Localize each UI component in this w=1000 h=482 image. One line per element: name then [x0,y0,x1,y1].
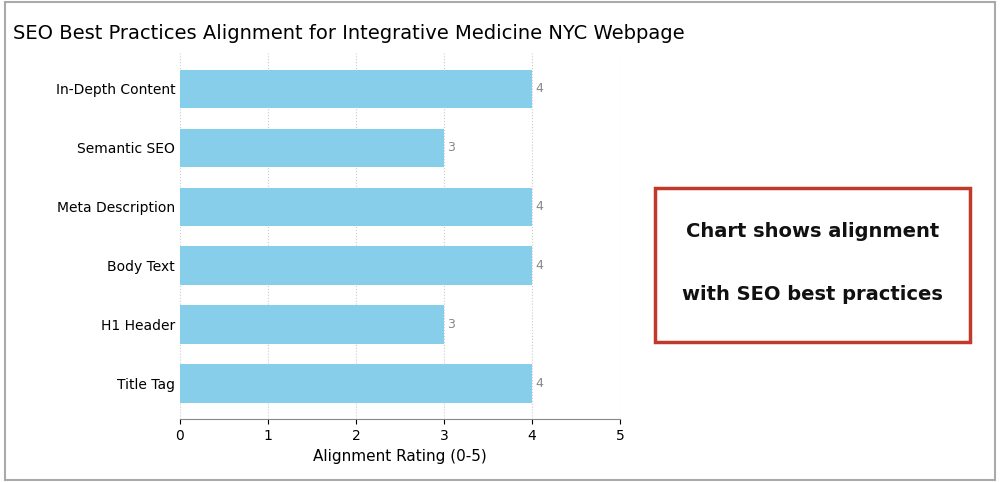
Bar [180,364,532,402]
Bar [180,129,444,167]
Text: 4: 4 [536,82,543,95]
Text: 4: 4 [536,259,543,272]
Text: 3: 3 [448,318,455,331]
Bar [180,306,444,344]
Text: SEO Best Practices Alignment for Integrative Medicine NYC Webpage: SEO Best Practices Alignment for Integra… [13,24,684,43]
Text: 3: 3 [448,141,455,154]
Bar [180,246,532,285]
Text: 4: 4 [536,377,543,390]
Bar [180,187,532,226]
Text: Chart shows alignment: Chart shows alignment [686,222,939,241]
Bar [180,70,532,108]
X-axis label: Alignment Rating (0-5): Alignment Rating (0-5) [313,449,487,464]
Text: 4: 4 [536,200,543,213]
Text: with SEO best practices: with SEO best practices [682,284,943,304]
